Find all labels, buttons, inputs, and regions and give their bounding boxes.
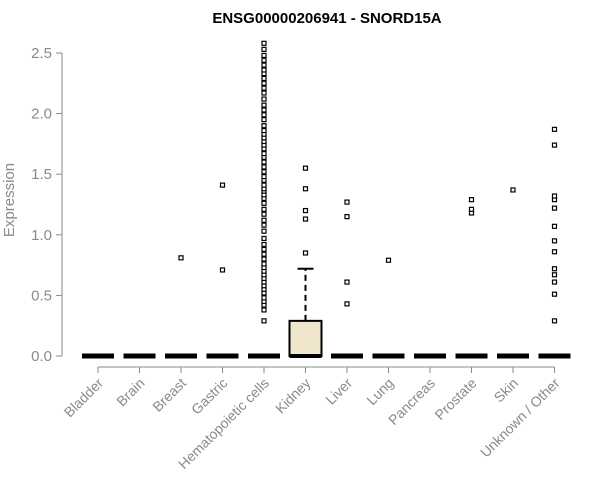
- outlier-point: [551, 205, 558, 211]
- outlier-point: [261, 67, 267, 73]
- y-axis-label: Expression: [1, 163, 18, 237]
- outlier-point: [261, 307, 267, 313]
- outlier-point: [261, 228, 267, 234]
- x-tick-label: Breast: [149, 375, 189, 415]
- box-group: [165, 255, 197, 359]
- outlier-point: [261, 90, 267, 96]
- box-group: [206, 182, 239, 359]
- outlier-point: [261, 80, 267, 86]
- plot-area: [82, 40, 571, 359]
- outlier-point: [261, 222, 267, 228]
- outlier-point: [261, 102, 267, 108]
- outlier-point: [261, 211, 267, 217]
- outlier-point: [302, 207, 309, 214]
- outlier-point: [344, 214, 350, 220]
- outlier-point: [510, 187, 516, 193]
- outlier-point: [261, 200, 267, 206]
- outlier-point: [261, 251, 267, 257]
- outlier-point: [261, 57, 267, 63]
- outlier-point: [302, 165, 309, 171]
- x-tick-label: Brain: [113, 375, 147, 409]
- outlier-point: [302, 186, 309, 192]
- outlier-point: [261, 52, 267, 59]
- y-tick-label: 1.5: [31, 166, 52, 183]
- outlier-point: [261, 241, 267, 248]
- y-tick-label: 0.0: [31, 348, 52, 365]
- outlier-point: [261, 96, 267, 102]
- outlier-point: [219, 182, 226, 188]
- outlier-point: [468, 197, 475, 203]
- outlier-point: [261, 217, 267, 223]
- box: [288, 319, 323, 357]
- outlier-point: [261, 107, 267, 113]
- outlier-point: [302, 216, 309, 222]
- outlier-point: [261, 117, 267, 123]
- outlier-point: [261, 169, 267, 175]
- outlier-point: [261, 206, 267, 212]
- y-axis: 0.0 0.5 1.0 1.5 2.0 2.5: [31, 45, 63, 365]
- outlier-point: [261, 75, 267, 82]
- outlier-point: [551, 249, 558, 255]
- box-group: [455, 197, 488, 359]
- box-group: [372, 257, 405, 359]
- outlier-point: [261, 150, 267, 157]
- x-tick-label: Bladder: [61, 375, 107, 421]
- outlier-point: [261, 182, 267, 188]
- box-group: [288, 165, 323, 358]
- y-tick-label: 2.5: [31, 45, 52, 62]
- outlier-point: [551, 266, 558, 272]
- outlier-point: [551, 126, 558, 132]
- x-tick-label: Kidney: [272, 375, 314, 417]
- outlier-point: [344, 279, 350, 285]
- box-group: [248, 40, 280, 359]
- outlier-point: [261, 123, 267, 129]
- outlier-point: [551, 318, 558, 324]
- outlier-point: [261, 159, 267, 165]
- outlier-point: [551, 279, 558, 285]
- outlier-point: [261, 174, 267, 180]
- y-tick-label: 1.0: [31, 227, 52, 244]
- x-tick-label: Liver: [322, 375, 355, 408]
- y-tick-label: 0.5: [31, 287, 52, 304]
- box-group: [538, 126, 571, 359]
- outlier-point: [551, 193, 558, 199]
- outlier-point: [261, 318, 267, 324]
- chart-title: ENSG00000206941 - SNORD15A: [212, 10, 441, 27]
- outlier-point: [261, 46, 267, 52]
- outlier-point: [261, 295, 267, 301]
- outlier-point: [261, 62, 267, 68]
- outlier-point: [344, 301, 350, 307]
- outlier-point: [385, 257, 392, 263]
- y-tick-label: 2.0: [31, 106, 52, 123]
- outlier-point: [261, 127, 267, 134]
- x-tick-label: Prostate: [431, 375, 479, 423]
- outlier-point: [178, 255, 184, 261]
- outlier-point: [261, 164, 267, 170]
- x-tick-label: Unknown / Other: [477, 375, 563, 461]
- outlier-point: [302, 250, 309, 256]
- outlier-point: [468, 206, 475, 212]
- outlier-point: [551, 238, 558, 244]
- outlier-point: [551, 142, 558, 148]
- outlier-point: [261, 246, 267, 252]
- outlier-point: [261, 261, 267, 267]
- outlier-point: [551, 291, 558, 297]
- box-group: [497, 187, 529, 359]
- outlier-point: [551, 223, 558, 229]
- x-tick-label: Lung: [363, 375, 396, 408]
- outlier-point: [344, 199, 350, 205]
- box-group: [331, 199, 363, 359]
- outlier-point: [219, 267, 226, 273]
- outlier-point: [261, 112, 267, 118]
- outlier-point: [551, 272, 558, 278]
- x-tick-label: Skin: [491, 375, 522, 406]
- outlier-point: [261, 85, 267, 91]
- outlier-point: [261, 256, 267, 262]
- outlier-point: [261, 235, 267, 242]
- outlier-point: [261, 40, 267, 46]
